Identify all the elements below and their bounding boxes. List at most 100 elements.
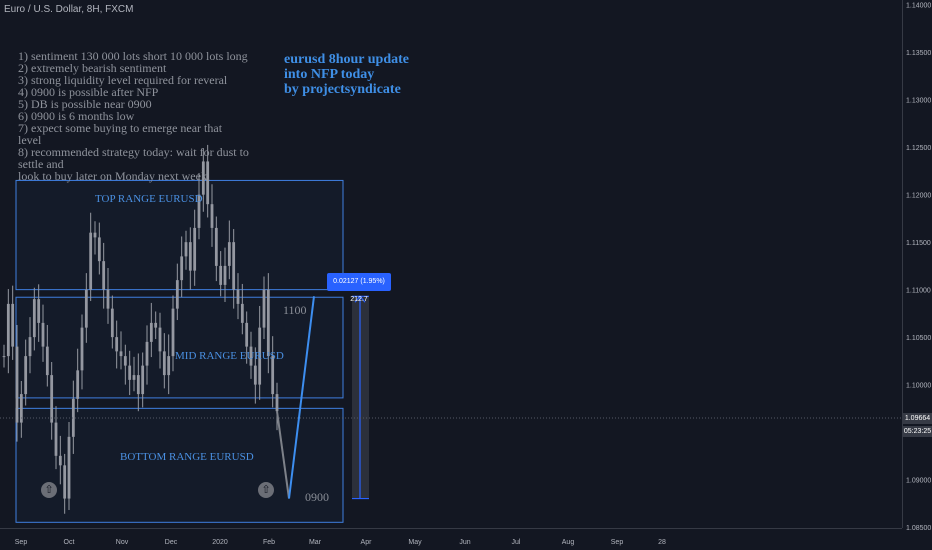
candle-body [197, 194, 201, 228]
time-tick-label: Sep [15, 539, 28, 546]
candle-body [41, 322, 45, 347]
candle-body [141, 365, 145, 395]
projection-down [276, 411, 290, 499]
candle-body [249, 346, 253, 366]
candle-body [184, 242, 188, 257]
candle-body [6, 303, 10, 357]
countdown-tag: 05:23:25 [903, 426, 932, 437]
range-box [15, 296, 344, 399]
candle-body [102, 261, 106, 290]
candle-body [15, 346, 19, 423]
price-tick-label: 1.12000 [906, 193, 931, 200]
headline-line: eurusd 8hour update [284, 52, 410, 67]
mid-range-label: MID RANGE EURUSD [175, 350, 284, 362]
price-tick-label: 1.13500 [906, 50, 931, 57]
candle-body [2, 356, 6, 358]
candle-body [54, 422, 58, 456]
candle-body [63, 465, 67, 499]
candle-body [80, 327, 84, 371]
range-box [15, 407, 344, 523]
candle-body [67, 436, 71, 499]
current-price-tag: 1.09664 [903, 413, 932, 424]
candle-body [275, 394, 279, 412]
candle-body [71, 398, 75, 437]
candle-body [136, 375, 140, 395]
candle-body [128, 365, 132, 380]
symbol-title: Euro / U.S. Dollar, 8H, FXCM [4, 4, 134, 15]
time-tick-label: Nov [116, 539, 129, 546]
note-line: 8) recommended strategy today: wait for … [18, 145, 249, 183]
candle-body [271, 356, 275, 395]
analysis-notes: 1) sentiment 130 000 lots short 10 000 l… [18, 50, 258, 182]
candle-body [19, 394, 23, 423]
measure-tooltip: 0.02127 (1.95%) 212.7 [327, 273, 391, 303]
candle-body [171, 308, 175, 357]
time-tick-label: Apr [361, 539, 373, 546]
candle-body [240, 303, 244, 323]
headline-text: eurusd 8hour update into NFP today by pr… [284, 52, 409, 97]
candle-body [37, 299, 41, 323]
time-tick-label: Mar [309, 539, 322, 546]
price-tick-label: 1.13000 [906, 98, 931, 105]
candle-body [119, 351, 123, 357]
candle-body [158, 327, 162, 352]
candle-body [45, 346, 49, 376]
note-line: 4) 0900 is possible after NFP [18, 85, 159, 99]
candle-body [115, 337, 119, 352]
price-tick-label: 1.12500 [906, 145, 931, 152]
candle-body [245, 322, 249, 347]
candle-body [162, 351, 166, 376]
note-line: 2) extremely bearish sentiment [18, 61, 167, 75]
top-range-label: TOP RANGE EURUSD [95, 193, 203, 205]
price-tick-label: 1.11500 [906, 240, 931, 247]
time-tick-label: 28 [658, 539, 666, 546]
time-tick-label: Feb [263, 539, 275, 546]
candle-body [180, 256, 184, 281]
time-tick-label: Oct [64, 539, 75, 546]
candle-body [11, 303, 15, 347]
price-tick-label: 1.10500 [906, 335, 931, 342]
time-tick-label: Jul [512, 539, 521, 546]
time-tick-label: Dec [165, 539, 178, 546]
level-label-upper: 1100 [283, 303, 307, 317]
projection-up [288, 296, 315, 499]
price-tick-label: 1.10000 [906, 383, 931, 390]
level-label-lower: 0900 [305, 490, 329, 504]
candle-body [223, 265, 227, 285]
time-tick-label: 2020 [212, 539, 228, 546]
candle-body [175, 280, 179, 309]
candle-body [132, 375, 136, 380]
candle-body [106, 289, 110, 309]
measure-arrow [354, 295, 366, 303]
note-line: 5) DB is possible near 0900 [18, 97, 152, 111]
range-box [15, 179, 344, 291]
candle-body [232, 242, 236, 290]
candle-body [266, 289, 270, 357]
note-line: 7) expect some buying to emerge near tha… [18, 121, 223, 147]
time-tick-label: Sep [611, 539, 624, 546]
note-line: 6) 0900 is 6 months low [18, 109, 135, 123]
candle-body [58, 455, 62, 466]
candle-body [145, 341, 149, 366]
candle-body [97, 237, 101, 262]
candle-body [258, 327, 262, 385]
candle-body [236, 289, 240, 304]
candle-body [262, 289, 266, 328]
up-arrow-icon: ⇧ [41, 482, 57, 498]
candle-body [93, 232, 97, 238]
time-tick-label: May [408, 539, 422, 546]
candle-body [253, 365, 257, 385]
candle-body [227, 242, 231, 266]
candle-body [219, 265, 223, 285]
price-tick-label: 1.09000 [906, 478, 931, 485]
candle-body [154, 322, 158, 328]
candle-body [210, 204, 214, 228]
candle-body [50, 375, 54, 423]
candle-body [110, 308, 114, 338]
headline-line: into NFP today [284, 67, 375, 82]
candle-body [76, 370, 80, 399]
candle-body [188, 242, 192, 271]
bottom-range-label: BOTTOM RANGE EURUSD [120, 451, 254, 463]
